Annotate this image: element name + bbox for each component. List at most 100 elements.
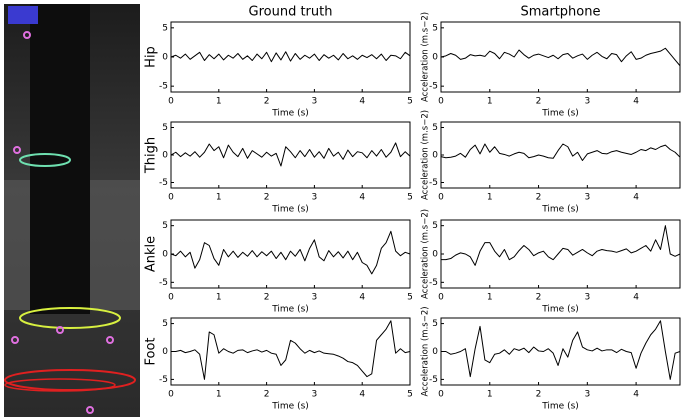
x-tick-label: 0 xyxy=(438,390,444,400)
x-tick-label: 0 xyxy=(438,293,444,303)
x-tick-label: 5 xyxy=(407,193,413,203)
axes-frame xyxy=(440,317,681,386)
x-tick-label: 0 xyxy=(168,97,174,107)
marker xyxy=(13,146,21,154)
x-axis-label: Time (s) xyxy=(271,205,309,215)
axes-frame xyxy=(170,121,411,189)
signal-line xyxy=(171,320,411,380)
y-tick-label: 5 xyxy=(162,123,168,133)
x-tick-label: 4 xyxy=(359,390,365,400)
y-tick-label: -5 xyxy=(159,278,168,288)
y-tick-label: 0 xyxy=(162,250,168,260)
x-tick-label: 1 xyxy=(216,293,222,303)
y-tick-label: 5 xyxy=(432,319,438,329)
x-tick-label: 0 xyxy=(438,97,444,107)
column-title: Ground truth xyxy=(249,5,333,20)
x-tick-label: 4 xyxy=(633,390,639,400)
y-tick-label: 0 xyxy=(432,151,438,161)
leg-silhouette xyxy=(30,4,90,314)
x-tick-label: 1 xyxy=(216,193,222,203)
y-tick-label: 5 xyxy=(432,221,438,231)
y-tick-label: -5 xyxy=(429,82,438,92)
x-tick-label: 2 xyxy=(536,193,542,203)
marker xyxy=(106,336,114,344)
column-title: Smartphone xyxy=(520,5,600,20)
x-tick-label: 3 xyxy=(312,390,318,400)
x-tick-label: 3 xyxy=(312,97,318,107)
x-tick-label: 0 xyxy=(168,293,174,303)
axes-frame xyxy=(440,219,681,289)
y-tick-label: 0 xyxy=(432,53,438,63)
x-tick-label: 3 xyxy=(584,193,590,203)
x-tick-label: 4 xyxy=(359,193,365,203)
x-tick-label: 4 xyxy=(633,293,639,303)
x-tick-label: 4 xyxy=(359,293,365,303)
x-tick-label: 1 xyxy=(487,97,493,107)
y-tick-label: -5 xyxy=(429,278,438,288)
trajectory-ankle xyxy=(19,307,121,329)
x-axis-label: Time (s) xyxy=(271,402,309,412)
x-axis-label: Time (s) xyxy=(541,109,579,119)
signal-line xyxy=(441,225,681,266)
x-tick-label: 1 xyxy=(216,390,222,400)
signal-line xyxy=(170,230,411,275)
y-tick-label: 5 xyxy=(162,319,168,329)
axes-frame xyxy=(170,219,411,289)
x-tick-label: 2 xyxy=(264,97,270,107)
trajectory-foot xyxy=(4,369,136,391)
x-tick-label: 5 xyxy=(407,390,413,400)
marker xyxy=(56,326,64,334)
y-axis-label: Acceleration (m.s−2) xyxy=(421,209,431,299)
x-tick-label: 5 xyxy=(407,293,413,303)
x-tick-label: 3 xyxy=(584,293,590,303)
y-tick-label: 5 xyxy=(162,221,168,231)
x-tick-label: 3 xyxy=(312,193,318,203)
video-frame xyxy=(4,4,140,417)
row-label: Thigh xyxy=(144,137,159,174)
y-tick-label: 5 xyxy=(162,23,168,33)
x-tick-label: 0 xyxy=(438,193,444,203)
x-axis-label: Time (s) xyxy=(271,305,309,315)
x-tick-label: 2 xyxy=(536,293,542,303)
y-axis-label: Acceleration (m.s−2) xyxy=(421,306,431,396)
x-tick-label: 0 xyxy=(168,193,174,203)
y-tick-label: 0 xyxy=(432,250,438,260)
x-tick-label: 4 xyxy=(633,97,639,107)
marker xyxy=(23,31,31,39)
x-tick-label: 3 xyxy=(584,97,590,107)
y-tick-label: 0 xyxy=(162,347,168,357)
x-tick-label: 2 xyxy=(536,97,542,107)
x-axis-label: Time (s) xyxy=(541,305,579,315)
x-tick-label: 2 xyxy=(264,193,270,203)
x-tick-label: 1 xyxy=(487,390,493,400)
signal-line xyxy=(440,143,681,161)
x-tick-label: 1 xyxy=(487,193,493,203)
marker-blue xyxy=(8,6,38,24)
x-tick-label: 3 xyxy=(312,293,318,303)
row-label: Hip xyxy=(144,46,159,68)
x-tick-label: 1 xyxy=(216,97,222,107)
x-tick-label: 0 xyxy=(168,390,174,400)
y-tick-label: -5 xyxy=(429,375,438,385)
x-axis-label: Time (s) xyxy=(541,402,579,412)
y-tick-label: -5 xyxy=(429,178,438,188)
x-axis-label: Time (s) xyxy=(541,205,579,215)
row-label: Ankle xyxy=(144,236,159,272)
x-tick-label: 3 xyxy=(584,390,590,400)
signal-line xyxy=(440,47,681,67)
row-label: Foot xyxy=(144,337,159,365)
signal-line xyxy=(441,320,681,380)
y-tick-label: -5 xyxy=(159,178,168,188)
trajectory-foot-2 xyxy=(4,378,116,392)
y-tick-label: -5 xyxy=(159,82,168,92)
marker xyxy=(86,406,94,414)
y-tick-label: 5 xyxy=(432,23,438,33)
x-tick-label: 4 xyxy=(633,193,639,203)
x-tick-label: 2 xyxy=(264,390,270,400)
y-tick-label: 0 xyxy=(162,151,168,161)
y-axis-label: Acceleration (m.s−2) xyxy=(421,12,431,102)
y-axis-label: Acceleration (m.s−2) xyxy=(421,110,431,200)
signal-line xyxy=(170,142,411,167)
axes-frame xyxy=(440,121,681,189)
